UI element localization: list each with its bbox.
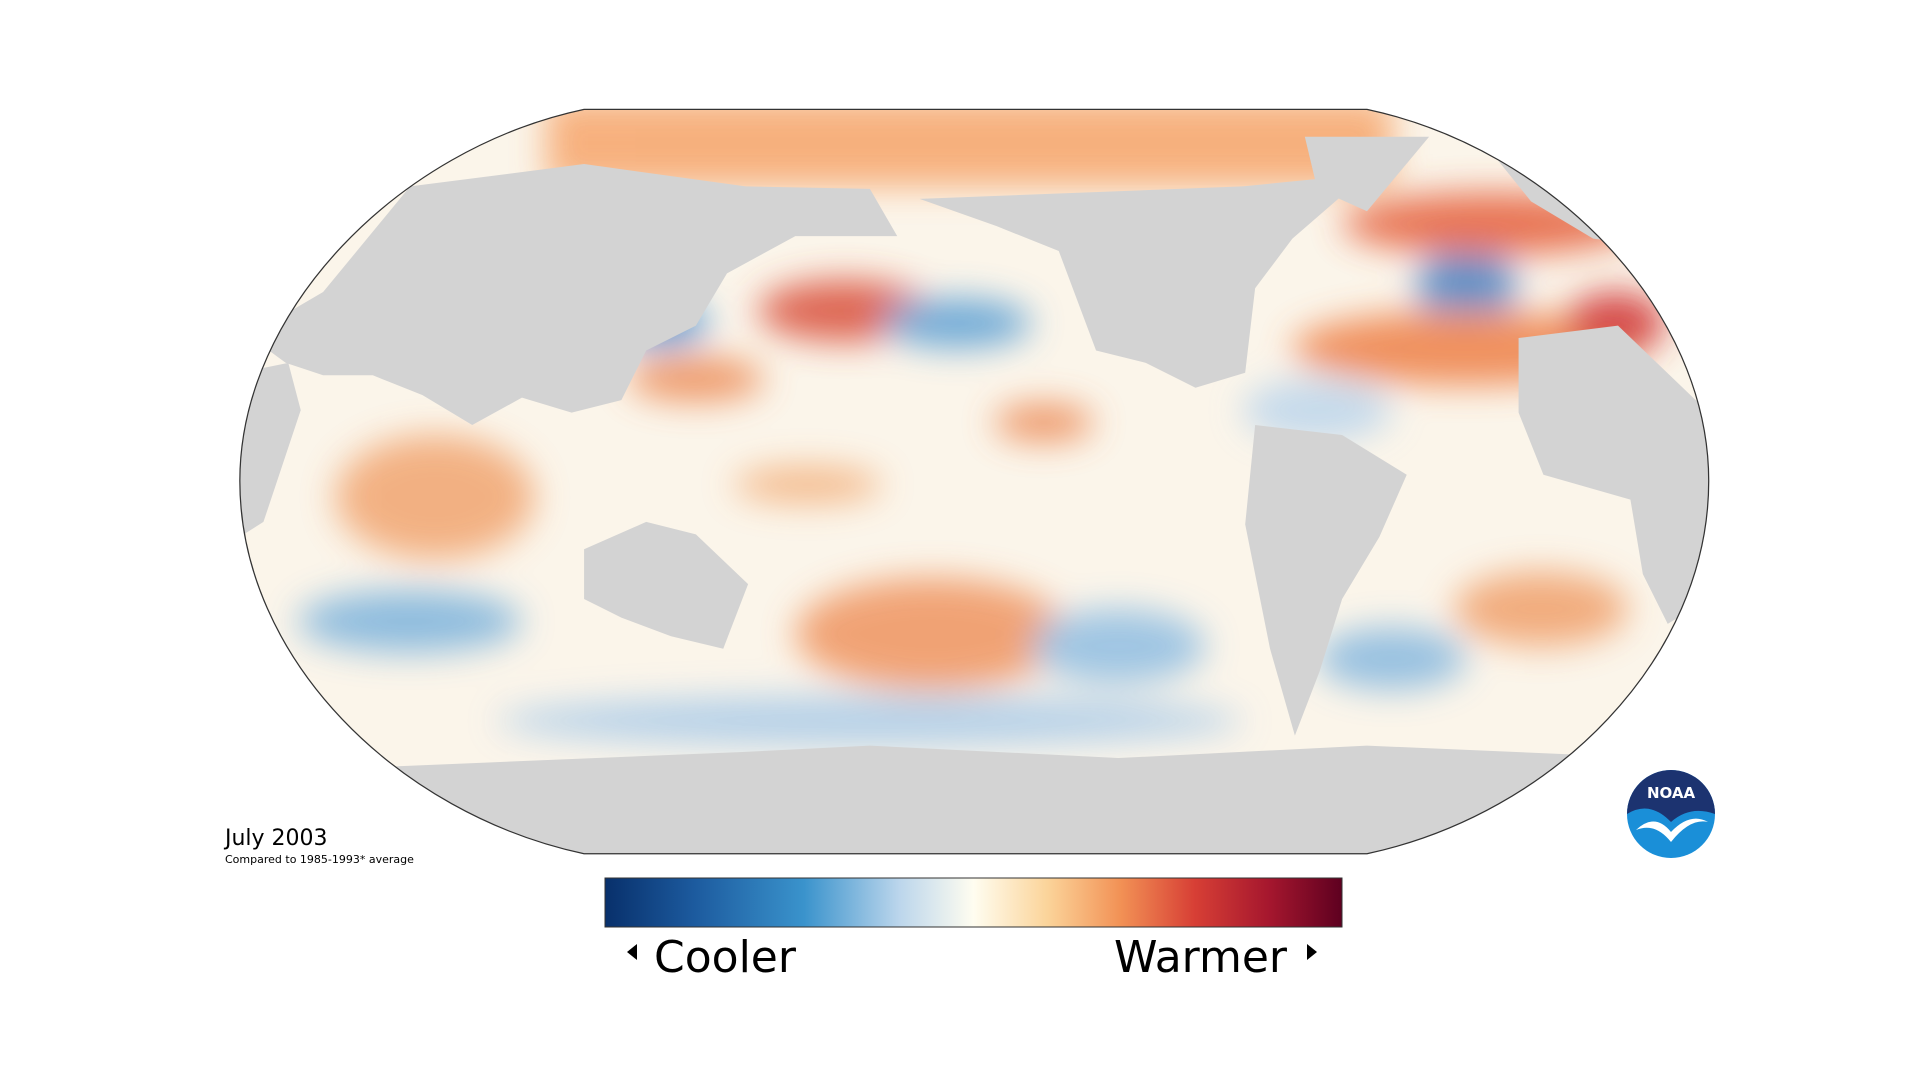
map-subtitle: Compared to 1985-1993* average: [225, 853, 414, 866]
left-arrow: [627, 944, 637, 960]
world-map: [239, 108, 1710, 855]
map-outline: [239, 108, 1710, 855]
logo-text: NOAA: [1647, 784, 1696, 802]
ocean-anomaly: [239, 109, 1709, 854]
right-arrow: [1307, 944, 1317, 960]
legend-high-label: Warmer: [1114, 932, 1288, 983]
land: [239, 136, 1709, 854]
legend-low-label: Cooler: [654, 932, 797, 983]
map-title: July 2003: [223, 826, 328, 851]
color-scale: [604, 877, 1343, 928]
noaa-logo: NOAA: [1627, 770, 1715, 858]
